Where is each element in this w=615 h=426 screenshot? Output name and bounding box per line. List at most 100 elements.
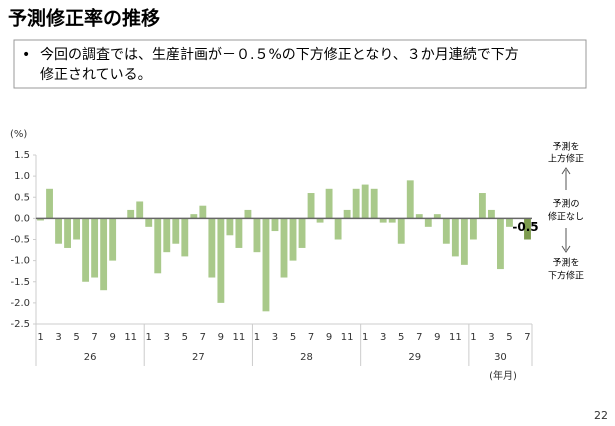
bar [334,218,342,240]
x-tick-label: 11 [449,332,462,343]
bar [226,218,234,236]
bar [244,209,252,219]
y-tick-label: 0.5 [14,192,30,203]
bullet-dot: • [22,47,30,63]
annotation: 予測を [552,141,579,153]
y-axis-label: (%) [10,129,27,140]
arrow-head [561,167,571,175]
bar [136,201,144,219]
bar [82,218,90,282]
bar [487,209,495,219]
y-tick-label: -2.0 [10,298,30,309]
bullet-box [13,39,587,89]
bar [55,218,62,244]
bar [460,218,468,265]
bar [91,218,99,278]
annotation: 上方修正 [548,153,584,165]
bar [406,180,414,219]
bar [199,205,207,219]
x-tick-label: 11 [233,332,246,343]
bar [100,218,108,291]
bar [451,218,459,257]
bar [388,218,396,223]
bar [307,193,315,219]
bar [253,218,261,253]
value-label: -0.5 [512,220,538,234]
arrow-head [561,245,571,253]
bar [127,209,135,219]
y-tick-label: -1.5 [10,277,30,288]
bar [163,218,171,253]
x-axis-label: (年月) [489,369,517,382]
x-tick-label: 7 [308,332,314,343]
bar [469,218,477,240]
x-tick-label: 3 [380,332,386,343]
x-tick-label: 5 [506,332,512,343]
x-tick-label: 9 [218,332,224,343]
bar [37,218,44,221]
bar [478,193,486,219]
bullet-text: 修正されている。 [40,67,152,83]
bar [190,214,198,219]
bar [298,218,306,248]
x-tick-label: 3 [272,332,278,343]
x-tick-label: 5 [182,332,188,343]
x-tick-label: 9 [434,332,440,343]
x-tick-label: 1 [254,332,260,343]
x-tick-label: 5 [398,332,404,343]
x-tick-label: 7 [200,332,206,343]
x-tick-label: 1 [470,332,476,343]
bar [316,218,324,223]
bar [370,188,378,219]
bar [262,218,270,312]
bar [497,218,504,270]
bar [379,218,387,223]
year-label: 26 [84,352,97,363]
page-number: 22 [594,409,608,422]
bar [208,218,216,278]
x-tick-label: 1 [37,332,43,343]
bar [289,218,297,261]
x-tick-label: 3 [488,332,494,343]
bar [235,218,243,248]
year-label: 29 [408,352,421,363]
y-tick-label: 0.0 [14,213,30,224]
bar [343,209,351,219]
annotation: 予測の [552,198,579,210]
bar [271,218,279,232]
bar [145,218,153,227]
annotation: 予測を [552,257,579,269]
x-tick-label: 7 [416,332,422,343]
annotation: 下方修正 [548,270,584,282]
bar [524,218,531,240]
x-tick-label: 3 [55,332,61,343]
bar [361,184,369,219]
bar [172,218,180,244]
year-label: 30 [494,352,507,363]
x-tick-label: 3 [164,332,170,343]
bar [73,218,81,240]
bar [433,214,441,219]
x-tick-label: 9 [109,332,115,343]
y-tick-label: 1.0 [14,171,30,182]
x-tick-label: 11 [341,332,354,343]
x-tick-label: 9 [326,332,332,343]
bar [415,214,423,219]
bar [46,188,53,219]
bar [442,218,450,244]
bar [217,218,225,303]
bar [397,218,405,244]
bar [181,218,189,257]
slide-title: 予測修正率の推移 [8,7,160,30]
year-label: 28 [300,352,313,363]
bar [64,218,71,248]
y-tick-label: -0.5 [10,235,30,246]
bar [325,188,333,219]
bar [352,188,360,219]
bullet-text: 今回の調査では、生産計画が－０.５%の下方修正となり、３か月連続で下方 [40,46,519,63]
x-tick-label: 11 [124,332,137,343]
year-label: 27 [192,352,205,363]
annotation: 修正なし [548,211,584,223]
bar [424,218,432,227]
